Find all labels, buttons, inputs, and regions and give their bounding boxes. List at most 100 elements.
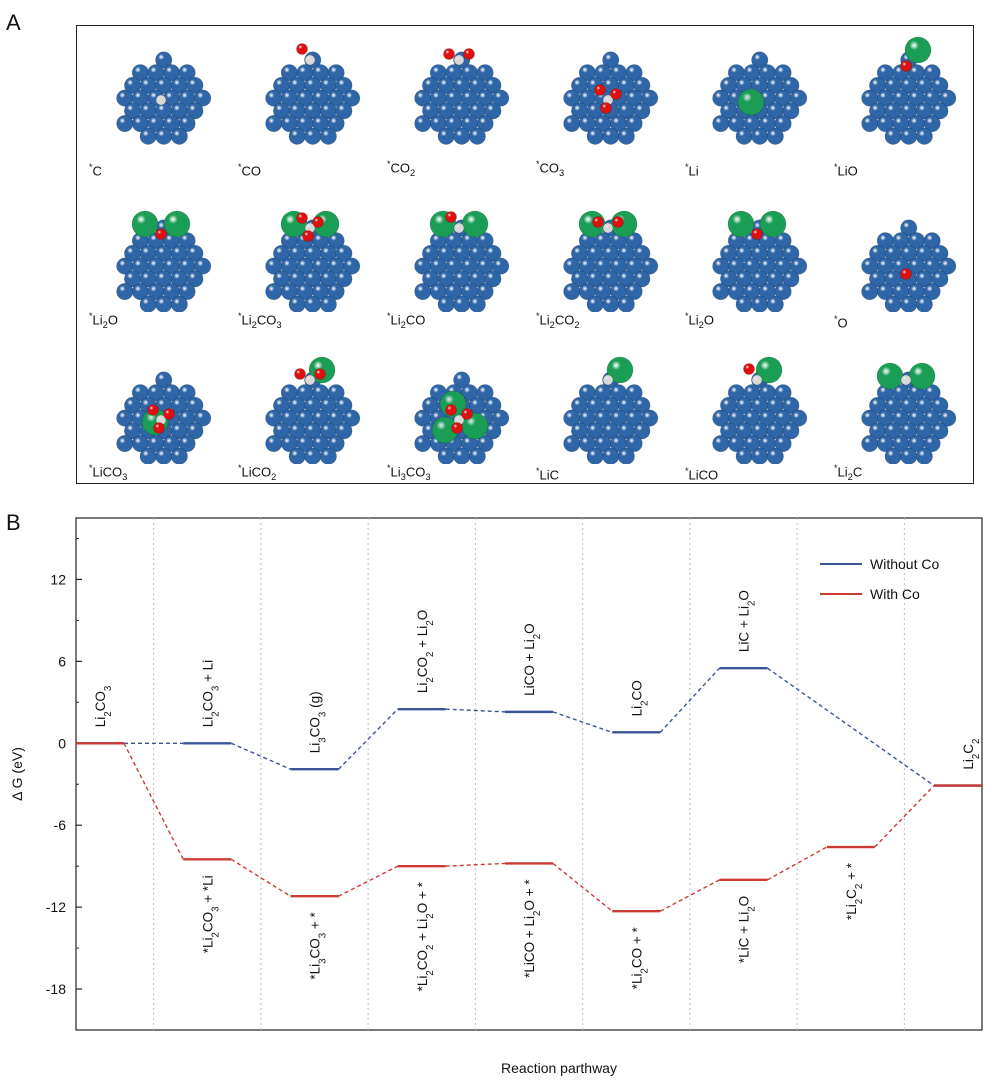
structure-label: *LiCO xyxy=(685,465,719,482)
structure-cell: *CO2 xyxy=(377,30,525,182)
connector-line xyxy=(552,862,613,912)
co-atom xyxy=(766,295,784,312)
cluster-model xyxy=(861,36,957,145)
co-atom xyxy=(116,115,134,133)
co-atom xyxy=(861,283,879,301)
co-atom xyxy=(484,396,502,414)
co-atom xyxy=(288,127,306,145)
c-atom xyxy=(304,54,316,66)
o-atom xyxy=(594,84,606,96)
co-atom xyxy=(641,89,659,107)
co-atom xyxy=(931,244,949,262)
co-atom xyxy=(414,283,432,301)
co-atom xyxy=(414,115,432,133)
o-atom xyxy=(463,48,475,60)
o-atom xyxy=(443,48,455,60)
structure-label: *LiCO3 xyxy=(89,463,128,482)
structure-label: *Li xyxy=(685,161,699,178)
c-atom xyxy=(304,374,316,386)
state-label: *Li2CO3 + *Li xyxy=(200,875,221,953)
co-atom xyxy=(923,64,941,82)
structure-cell: *Li2O xyxy=(79,182,227,334)
co-atom xyxy=(735,447,753,464)
co-atom xyxy=(625,384,643,402)
x-axis-label: Reaction parthway xyxy=(501,1060,617,1076)
co-atom xyxy=(782,422,800,440)
li-atom xyxy=(908,362,936,390)
y-tick-label: 6 xyxy=(58,653,66,669)
structure-cell: *LiCO2 xyxy=(228,334,376,486)
legend-label: Without Co xyxy=(870,556,939,572)
state-label: *Li3CO3 + * xyxy=(308,911,329,979)
cluster-model xyxy=(116,371,212,464)
co-atom xyxy=(931,102,949,120)
co-atom xyxy=(155,447,173,464)
co-atom xyxy=(712,283,730,301)
state-label: *LiCO + Li2O + * xyxy=(522,879,543,978)
co-atom xyxy=(492,257,510,275)
co-atom xyxy=(437,295,455,312)
o-atom xyxy=(610,88,622,100)
co-atom xyxy=(453,127,471,145)
co-atom xyxy=(476,115,494,133)
co-atom xyxy=(915,127,933,145)
o-atom xyxy=(312,216,324,228)
o-atom xyxy=(294,368,306,380)
co-atom xyxy=(617,127,635,145)
co-atom xyxy=(335,270,353,288)
co-atom xyxy=(861,435,879,453)
cluster-model xyxy=(414,210,510,312)
co-atom xyxy=(602,295,620,312)
co-atom xyxy=(915,447,933,464)
co-atom xyxy=(319,295,337,312)
co-atom xyxy=(327,283,345,301)
structure-cell: *CO xyxy=(228,30,376,182)
structures-panel: *C *CO *CO2 *CO3 *Li *LiO *Li2O *Li2CO3 *Li2CO *L… xyxy=(76,25,974,484)
co-atom xyxy=(931,76,949,94)
co-atom xyxy=(884,447,902,464)
co-atom xyxy=(900,219,918,237)
structure-cell: *Li2O xyxy=(675,182,823,334)
co-atom xyxy=(563,435,581,453)
structure-cell: *O xyxy=(824,182,972,334)
o-atom xyxy=(743,363,755,375)
c-atom xyxy=(453,222,465,234)
structure-label: *CO3 xyxy=(536,159,565,178)
co-atom xyxy=(178,283,196,301)
co-atom xyxy=(774,283,792,301)
co-atom xyxy=(414,435,432,453)
co-atom xyxy=(178,232,196,250)
co-atom xyxy=(186,396,204,414)
structure-label: *Li2CO2 xyxy=(536,311,580,330)
co-atom xyxy=(343,409,361,427)
co-atom xyxy=(476,232,494,250)
co-atom xyxy=(923,115,941,133)
c-atom xyxy=(751,374,763,386)
co-atom xyxy=(327,435,345,453)
co-atom xyxy=(194,409,212,427)
structure-cell: *Li2CO3 xyxy=(228,182,376,334)
o-atom xyxy=(153,422,165,434)
structure-cell: *Li2C xyxy=(824,334,972,486)
co-atom xyxy=(633,102,651,120)
co-atom xyxy=(319,127,337,145)
structure-label: *CO xyxy=(238,161,262,178)
o-atom xyxy=(296,212,308,224)
co-atom xyxy=(170,127,188,145)
co-atom xyxy=(335,102,353,120)
connector-line xyxy=(230,742,291,770)
co-atom xyxy=(186,76,204,94)
co-atom xyxy=(476,435,494,453)
cluster-model xyxy=(116,51,212,145)
structure-label: *O xyxy=(834,313,848,330)
o-atom xyxy=(302,230,314,242)
co-atom xyxy=(884,127,902,145)
cluster-model xyxy=(265,356,361,464)
co-atom xyxy=(484,270,502,288)
connector-line xyxy=(874,785,935,848)
li-atom xyxy=(163,210,191,238)
connector-line xyxy=(445,708,506,713)
co-atom xyxy=(617,447,635,464)
co-atom xyxy=(265,115,283,133)
li-atom xyxy=(904,36,932,64)
